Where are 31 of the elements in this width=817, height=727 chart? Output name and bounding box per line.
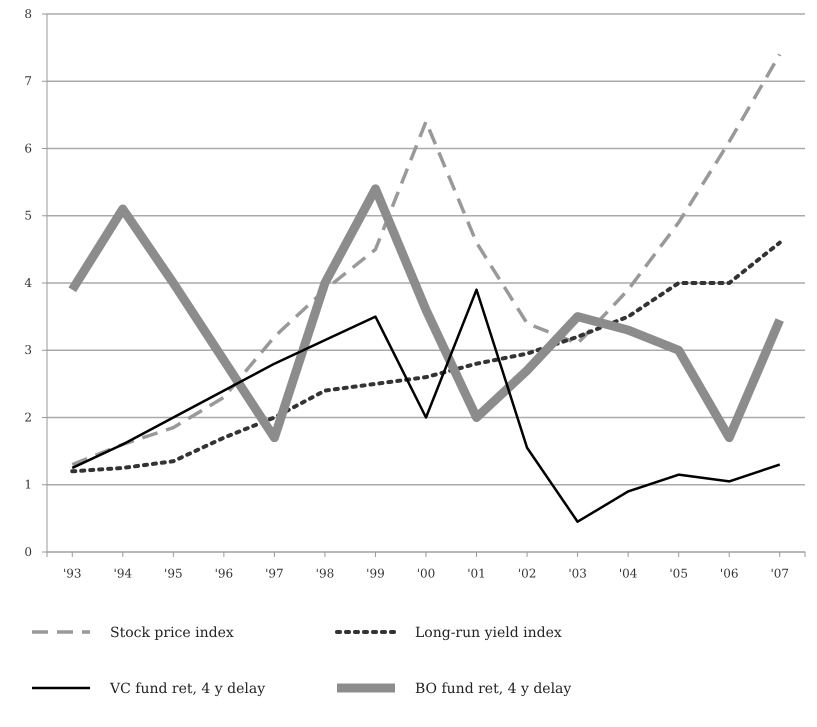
x-tick-label: '00 (416, 566, 436, 581)
x-tick-label: '99 (366, 566, 385, 581)
legend-label: Stock price index (110, 625, 234, 641)
y-tick-label: 2 (24, 410, 32, 424)
x-tick-label: '03 (568, 566, 587, 581)
x-tick-label: '07 (770, 566, 790, 581)
y-tick-label: 5 (24, 208, 32, 223)
legend-label: Long-run yield index (415, 625, 562, 641)
y-tick-label: 3 (24, 343, 32, 358)
x-tick-label: '95 (164, 566, 183, 581)
x-tick-label: '94 (114, 566, 132, 581)
y-tick-label: 7 (24, 74, 32, 88)
x-tick-label: '97 (265, 566, 284, 581)
x-tick-label: '06 (720, 566, 738, 581)
y-tick-label: 8 (24, 6, 32, 21)
x-tick-label: '98 (316, 566, 334, 581)
y-tick-label: 6 (24, 141, 32, 156)
x-tick-label: '96 (214, 566, 234, 581)
x-tick-label: '93 (62, 566, 82, 581)
x-tick-label: '02 (518, 566, 536, 581)
legend-label: VC fund ret, 4 y delay (109, 681, 266, 697)
x-tick-label: '01 (467, 566, 486, 581)
line-series (70, 52, 782, 466)
y-tick-label: 0 (24, 544, 32, 559)
y-tick-label: 4 (24, 276, 32, 290)
x-tick-label: '05 (669, 566, 688, 581)
line-series (71, 288, 781, 523)
x-tick-label: '04 (618, 566, 638, 581)
legend-label: BO fund ret, 4 y delay (415, 681, 572, 697)
y-tick-label: 1 (24, 478, 32, 492)
line-series (70, 240, 782, 474)
